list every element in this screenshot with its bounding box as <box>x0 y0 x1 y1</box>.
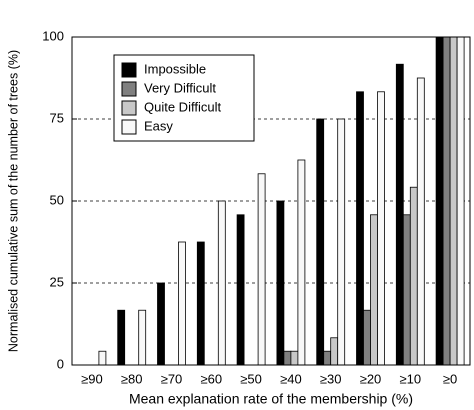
y-tick-label: 0 <box>57 356 64 371</box>
bar <box>316 118 325 366</box>
bar <box>402 214 411 366</box>
bar <box>356 91 364 366</box>
bar <box>196 241 205 366</box>
legend-label: Impossible <box>144 61 206 76</box>
legend-swatch <box>121 81 137 97</box>
bar <box>449 36 458 366</box>
y-tick-label: 50 <box>50 192 64 207</box>
x-tick-label: ≥90 <box>81 371 103 386</box>
bar <box>236 214 245 366</box>
x-tick-label: ≥0 <box>443 371 457 386</box>
bar <box>283 350 292 366</box>
bar <box>416 77 425 366</box>
bar <box>395 63 404 366</box>
legend-label: Very Difficult <box>144 80 216 95</box>
bar <box>337 118 346 366</box>
y-tick-label: 75 <box>50 110 64 125</box>
y-axis-label: Normalised cumulative sum of the number … <box>6 50 20 352</box>
bar <box>377 91 385 366</box>
x-tick-label: ≥20 <box>360 371 382 386</box>
x-tick-label: ≥10 <box>399 371 421 386</box>
legend-swatch <box>121 100 137 116</box>
legend-label: Easy <box>144 118 173 133</box>
bar <box>435 36 444 366</box>
bar <box>330 337 339 366</box>
bar <box>290 350 299 366</box>
bar <box>323 350 332 366</box>
bar <box>157 282 165 366</box>
bar <box>257 173 266 366</box>
x-tick-label: ≥60 <box>200 371 222 386</box>
x-axis-label: Mean explanation rate of the membership … <box>129 391 413 407</box>
legend-swatch <box>121 119 137 135</box>
x-tick-label: ≥50 <box>240 371 262 386</box>
bar <box>297 159 306 366</box>
bar <box>138 309 147 366</box>
bar <box>276 200 285 366</box>
x-tick-label: ≥40 <box>280 371 302 386</box>
y-tick-label: 25 <box>50 274 64 289</box>
y-tick-label: 100 <box>42 28 64 43</box>
x-tick-label: ≥70 <box>161 371 183 386</box>
bar <box>363 309 371 366</box>
plot-frame <box>71 36 471 366</box>
legend-swatch <box>121 62 137 78</box>
bar <box>456 36 465 366</box>
bar <box>442 36 451 366</box>
x-tick-label: ≥30 <box>320 371 342 386</box>
bar <box>409 186 418 366</box>
legend-box <box>113 54 255 142</box>
bar <box>217 200 226 366</box>
bar <box>98 350 107 366</box>
x-tick-label: ≥80 <box>121 371 143 386</box>
legend-label: Quite Difficult <box>144 99 221 114</box>
bar <box>117 309 126 366</box>
bar <box>370 214 378 366</box>
bar <box>178 241 186 366</box>
